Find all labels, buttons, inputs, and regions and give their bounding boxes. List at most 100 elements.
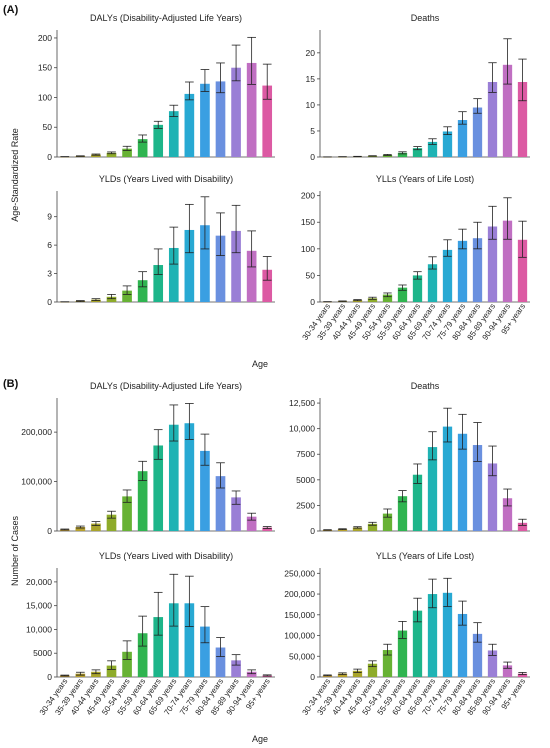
- chart-b-4-y-tick-label: 0: [47, 526, 52, 536]
- chart-b-5-y-tick-label: 7500: [296, 449, 315, 459]
- chart-a-3-bar: [457, 240, 468, 302]
- chart-a-0-title: DALYs (Disability-Adjusted Life Years): [90, 13, 242, 23]
- chart-a-2-bar: [262, 269, 273, 302]
- chart-b-7-y-tick-label: 200,000: [284, 589, 315, 599]
- chart-a-3-title: YLLs (Years of Life Lost): [376, 174, 474, 184]
- chart-a-3-bar: [502, 220, 513, 302]
- chart-b-6-y-tick-label: 5000: [33, 648, 52, 658]
- chart-a-2-bar: [137, 280, 148, 302]
- chart-b-5-bar: [517, 522, 528, 531]
- chart-a-1-title: Deaths: [411, 13, 440, 23]
- chart-a-0-bar: [137, 139, 148, 157]
- chart-b-6-bar: [91, 671, 101, 677]
- chart-a-3-bar: [442, 249, 453, 302]
- chart-a-3-y-tick-label: 100: [301, 244, 315, 254]
- chart-a-1-y-tick-label: 5: [310, 126, 315, 136]
- chart-b-6-y-tick-label: 20,000: [26, 577, 52, 587]
- chart-a-2-bar: [153, 265, 164, 302]
- chart-a-1-bar: [457, 120, 468, 157]
- chart-b-7-y-tick-label: 250,000: [284, 568, 315, 578]
- chart-b-5-bar: [487, 463, 498, 531]
- chart-b-5-y-tick-label: 10,000: [289, 424, 315, 434]
- chart-a-0-bar: [153, 124, 164, 157]
- chart-b-6-bar: [231, 660, 241, 677]
- chart-b-4-bar: [106, 514, 117, 531]
- chart-b-4-bar: [137, 471, 148, 531]
- chart-a-1-bar: [397, 152, 408, 157]
- chart-a-2-bar: [200, 225, 210, 302]
- chart-b-4-bar: [153, 445, 164, 531]
- chart-a-1-bar: [427, 141, 438, 157]
- chart-a-0-bar: [122, 148, 132, 157]
- panel-a-label: (A): [3, 4, 19, 16]
- chart-b-7-y-tick-label: 0: [310, 672, 315, 682]
- chart-a-0-bar: [262, 85, 273, 157]
- chart-a-0-bar: [106, 152, 117, 157]
- panel-b-label: (B): [3, 378, 19, 390]
- chart-b-6-bar: [137, 633, 148, 677]
- chart-b-5-title: Deaths: [411, 381, 440, 391]
- chart-a-0-y-tick-label: 150: [38, 63, 52, 73]
- chart-b-6-bar: [153, 617, 164, 677]
- chart-a-1-y-tick-label: 10: [306, 100, 316, 110]
- chart-a-3-bar: [382, 294, 393, 302]
- chart-a-3-y-tick-label: 150: [301, 217, 315, 227]
- chart-a-3-y-tick-label: 50: [306, 270, 316, 280]
- chart-a-3-bar: [367, 298, 378, 302]
- chart-a-3-bar: [487, 226, 498, 302]
- chart-a-3-bar: [412, 275, 423, 302]
- chart-b-4-bar: [75, 527, 86, 531]
- chart-a-2-bar: [184, 229, 195, 302]
- chart-b-7-y-tick-label: 150,000: [284, 610, 315, 620]
- chart-b-7-bar: [337, 673, 348, 677]
- chart-b-5-bar: [427, 447, 438, 531]
- chart-a-1-bar: [502, 64, 513, 157]
- chart-b-6-bar: [215, 647, 226, 677]
- chart-b-5-bar: [442, 426, 453, 531]
- chart-b-5-bar: [397, 496, 408, 531]
- chart-a-3-y-tick-label: 200: [301, 191, 315, 201]
- chart-a-0-bar: [200, 83, 210, 157]
- chart-b-4-bar: [262, 527, 273, 531]
- chart-a-0-y-tick-label: 50: [43, 122, 53, 132]
- chart-b-7-bar: [442, 592, 453, 677]
- chart-b-4-bar: [122, 496, 132, 531]
- chart-b-5-bar: [457, 433, 468, 531]
- chart-b-4-bar: [231, 497, 241, 531]
- chart-b-6-bar: [184, 603, 195, 677]
- chart-b-6-y-tick-label: 0: [47, 672, 52, 682]
- chart-b-7-bar: [397, 630, 408, 677]
- chart-b-5-bar: [352, 527, 363, 531]
- chart-b-7-bar: [322, 675, 333, 677]
- chart-a-0-bar: [91, 154, 101, 157]
- chart-b-7-bar: [517, 673, 528, 677]
- chart-b-5-bar: [412, 474, 423, 531]
- chart-b-4-bar: [200, 450, 210, 531]
- chart-a-3-bar: [472, 238, 483, 302]
- chart-b-7-bar: [472, 633, 483, 677]
- chart-b-5-y-tick-label: 0: [310, 526, 315, 536]
- chart-a-1-y-tick-label: 15: [306, 74, 316, 84]
- chart-b-7-bar: [367, 663, 378, 677]
- chart-a-0-bar: [215, 81, 226, 157]
- chart-b-5-y-tick-label: 12,500: [289, 398, 315, 408]
- chart-b-4-bar: [246, 516, 257, 531]
- chart-a-1-bar: [382, 154, 393, 157]
- chart-a-2-y-tick-label: 0: [47, 297, 52, 307]
- chart-b-7-y-tick-label: 50,000: [289, 651, 315, 661]
- chart-a-1-bar: [472, 107, 483, 157]
- chart-a-1-y-tick-label: 20: [306, 48, 316, 58]
- chart-a-1-bar: [412, 148, 423, 157]
- chart-b-5-y-tick-label: 2500: [296, 500, 315, 510]
- chart-a-1-bar: [517, 82, 528, 157]
- chart-b-7-title: YLLs (Years of Life Lost): [376, 551, 474, 561]
- chart-b-7-bar: [502, 665, 513, 677]
- chart-b-6-bar: [200, 626, 210, 677]
- chart-b-6-title: YLDs (Years Lived with Disability): [99, 551, 233, 561]
